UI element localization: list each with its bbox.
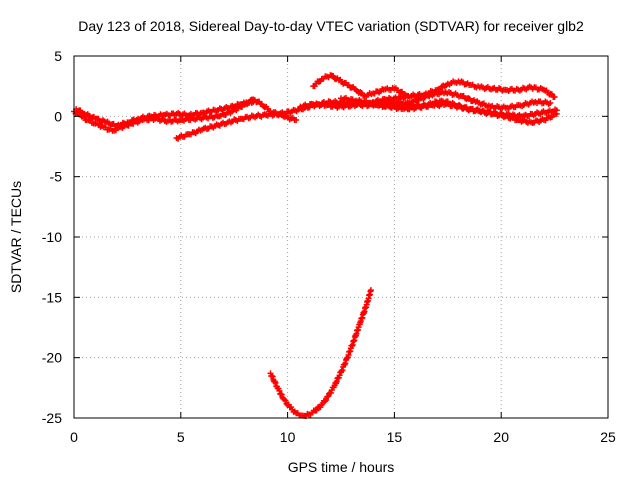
track-markers	[252, 111, 268, 121]
track-markers	[288, 404, 298, 415]
track-markers	[467, 81, 482, 91]
track-markers	[521, 110, 537, 120]
track-markers	[93, 115, 108, 125]
y-tick-label: -15	[42, 289, 62, 305]
track-markers	[294, 410, 304, 419]
track-markers	[519, 98, 537, 110]
series-track-e	[310, 72, 409, 100]
track-markers	[534, 98, 552, 108]
x-tick-label: 10	[280, 429, 296, 445]
track-markers	[478, 83, 495, 93]
track-markers	[274, 385, 286, 401]
data-point	[547, 100, 554, 107]
y-tick-label: -20	[42, 350, 62, 366]
track-markers	[213, 104, 230, 115]
data-point	[553, 110, 560, 117]
y-tick-label: 0	[54, 108, 62, 124]
track-markers	[489, 102, 507, 112]
x-tick-label: 15	[387, 429, 403, 445]
track-markers	[125, 116, 140, 126]
track-markers	[439, 98, 456, 108]
track-markers	[200, 123, 217, 133]
track-markers	[324, 101, 341, 111]
track-markers	[328, 72, 341, 83]
data-point	[293, 116, 300, 123]
track-markers	[457, 78, 471, 88]
track-markers	[401, 104, 418, 113]
ticks: 0 5 10 15 20 25 5 0 -5 -10 -15 -20 -25	[42, 48, 616, 445]
x-tick-label: 0	[70, 429, 78, 445]
track-markers	[351, 321, 363, 344]
track-markers	[239, 98, 255, 108]
track-markers	[115, 119, 129, 130]
track-markers	[529, 116, 546, 126]
track-markers	[281, 396, 292, 409]
track-markers	[363, 90, 375, 100]
y-tick-label: -10	[42, 229, 62, 245]
track-markers	[217, 108, 234, 119]
track-markers	[307, 407, 317, 418]
track-markers	[313, 403, 324, 414]
track-markers	[414, 92, 433, 104]
track-markers	[213, 119, 230, 129]
track-markers	[516, 116, 533, 126]
y-axis-label: SDTVAR / TECUs	[8, 181, 24, 293]
track-markers	[326, 384, 337, 397]
track-markers	[533, 108, 550, 118]
track-markers	[397, 92, 413, 102]
track-markers	[311, 78, 324, 90]
track-markers	[344, 338, 357, 361]
track-markers	[102, 124, 114, 133]
track-markers	[337, 101, 354, 111]
track-markers	[83, 111, 97, 121]
x-tick-label: 20	[493, 429, 509, 445]
y-tick-label: 5	[54, 48, 62, 64]
track-markers	[357, 304, 370, 325]
track-markers	[339, 94, 358, 105]
track-markers	[320, 73, 332, 82]
series-layer	[71, 72, 560, 420]
track-markers	[474, 98, 492, 110]
data-point	[367, 287, 374, 294]
data-point	[250, 98, 257, 105]
track-markers	[446, 78, 460, 88]
track-markers	[354, 97, 373, 107]
track-markers	[345, 82, 358, 92]
x-tick-label: 25	[600, 429, 616, 445]
track-markers	[414, 101, 430, 111]
track-markers	[546, 106, 559, 116]
series-track-h	[267, 287, 374, 420]
series-track-g	[338, 88, 554, 112]
data-point	[551, 94, 558, 101]
track-markers	[337, 76, 349, 87]
track-markers	[175, 109, 191, 120]
track-markers	[239, 112, 255, 123]
track-markers	[504, 85, 520, 94]
track-markers	[435, 82, 450, 93]
track-markers	[301, 410, 311, 420]
track-markers	[491, 110, 507, 121]
track-markers	[452, 101, 469, 112]
y-tick-label: -5	[50, 169, 63, 185]
track-markers	[187, 126, 204, 138]
series-track-b	[73, 98, 257, 130]
track-markers	[384, 101, 403, 111]
chart-title: Day 123 of 2018, Sidereal Day-to-day VTE…	[78, 18, 584, 34]
track-markers	[277, 108, 294, 117]
track-markers	[444, 89, 462, 100]
track-markers	[429, 88, 448, 99]
x-tick-label: 5	[177, 429, 185, 445]
track-markers	[162, 110, 178, 119]
y-tick-label: -25	[42, 410, 62, 426]
x-axis-label: GPS time / hours	[288, 459, 395, 475]
track-markers	[516, 83, 533, 94]
track-markers	[94, 120, 106, 130]
